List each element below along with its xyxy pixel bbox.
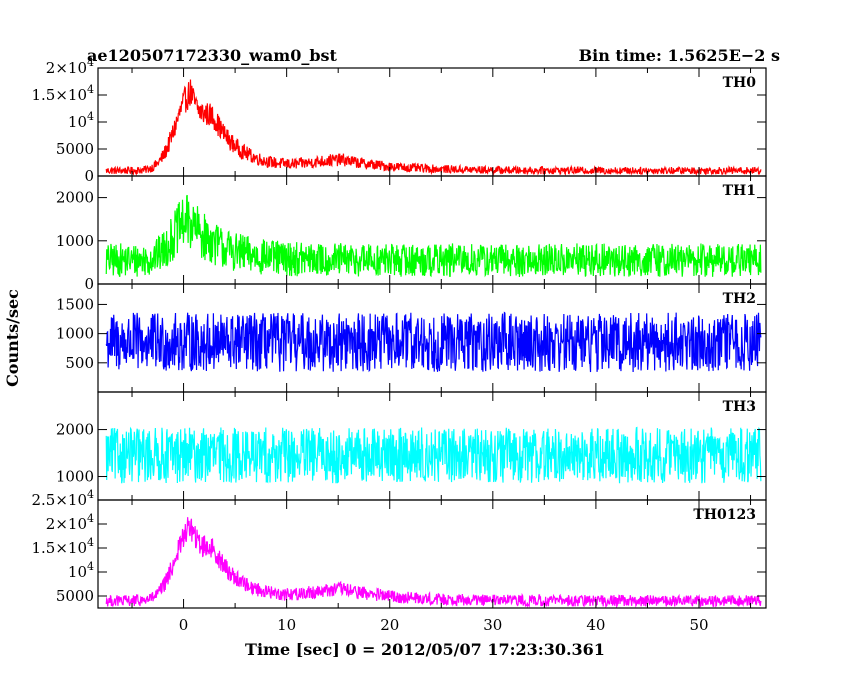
panel-th1: TH1 0 1000 2000 bbox=[56, 175, 767, 293]
y-tick-label: 5000 bbox=[56, 587, 94, 605]
x-tick-label: 10 bbox=[277, 616, 296, 634]
channel-label-th0123: TH0123 bbox=[693, 507, 756, 523]
channel-label-th1: TH1 bbox=[723, 183, 756, 199]
y-tick-label: 1.5×104 bbox=[31, 83, 94, 104]
y-tick-label: 104 bbox=[68, 560, 94, 581]
y-tick-label: 104 bbox=[68, 110, 94, 131]
y-tick-label: 1000 bbox=[56, 232, 94, 250]
x-tick-label: 20 bbox=[380, 616, 399, 634]
panel-th2: TH2 500 1000 1500 bbox=[56, 283, 767, 393]
y-tick-label: 2000 bbox=[56, 189, 94, 207]
y-tick-label: 1000 bbox=[56, 325, 94, 343]
y-axis-label: Counts/sec bbox=[3, 289, 22, 387]
panel-frame bbox=[97, 67, 767, 177]
series-line-th3 bbox=[105, 426, 762, 484]
channel-label-th0: TH0 bbox=[723, 75, 757, 91]
y-tick-label: 1000 bbox=[56, 468, 94, 486]
series-line-th2 bbox=[105, 311, 762, 373]
y-tick-label: 1.5×104 bbox=[31, 536, 94, 557]
series-line-th0123 bbox=[105, 517, 762, 609]
panels-group: TH0050001041.5×1042×104TH1010002000TH250… bbox=[31, 56, 767, 634]
channel-label-th2: TH2 bbox=[723, 291, 756, 307]
x-tick-label: 50 bbox=[689, 616, 708, 634]
x-axis-label: Time [sec] 0 = 2012/05/07 17:23:30.361 bbox=[245, 640, 605, 659]
y-tick-label: 2×104 bbox=[46, 56, 94, 77]
y-tick-label: 5000 bbox=[56, 140, 94, 158]
y-tick-label: 0 bbox=[84, 275, 94, 293]
panel-th3: TH3 1000 2000 bbox=[56, 391, 767, 501]
y-tick-label: 1500 bbox=[56, 295, 94, 313]
panel-th0: TH0 0 5000 104 1.5×104 2×104 bbox=[31, 56, 767, 185]
chart-title-right: Bin time: 1.5625E−2 s bbox=[579, 46, 780, 65]
y-tick-label: 500 bbox=[65, 354, 94, 372]
y-tick-label: 2000 bbox=[56, 421, 94, 439]
x-tick-label: 0 bbox=[179, 616, 189, 634]
series-line-th0 bbox=[105, 79, 762, 177]
y-tick-label: 0 bbox=[84, 167, 94, 185]
y-tick-label: 2×104 bbox=[46, 512, 94, 533]
chart-title-left: ae120507172330_wam0_bst bbox=[87, 46, 338, 65]
channel-label-th3: TH3 bbox=[723, 399, 756, 415]
y-tick-label: 2.5×104 bbox=[31, 488, 94, 509]
panel-th0123: TH0123 5000 104 1.5×104 2×104 2.5×104 bbox=[31, 488, 767, 609]
panel-frame bbox=[97, 499, 767, 609]
x-tick-label: 40 bbox=[586, 616, 605, 634]
x-tick-label: 30 bbox=[483, 616, 502, 634]
series-line-th1 bbox=[105, 194, 762, 278]
